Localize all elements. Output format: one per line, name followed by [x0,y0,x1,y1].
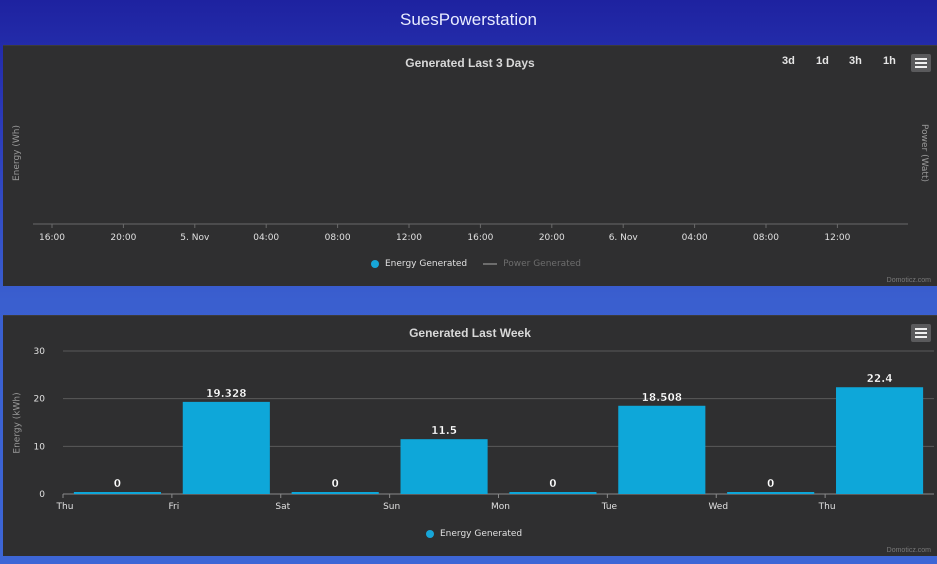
x-tick-label: 08:00 [325,233,351,243]
x-tick-label: Thu [818,502,836,512]
bar [400,439,488,494]
credit-link[interactable]: Domoticz.com [886,547,931,554]
x-tick-label: 5. Nov [180,233,210,243]
chart-panel-last-week: Generated Last Week Energy (kWh) 0 10 20 30… [3,315,937,556]
chart-legend: Energy Generated Power Generated [371,259,581,269]
x-tick-label: 12:00 [824,233,850,243]
chart-panel-3-days: Generated Last 3 Days 3d 1d 3h 1h Energy… [3,45,937,286]
x-tick-label: 16:00 [39,233,65,243]
x-tick-label: Fri [169,502,180,512]
data-label: 22.4 [867,373,893,385]
range-3h-button[interactable]: 3h [849,55,862,67]
y-tick-label: 30 [34,347,46,357]
bar [618,405,706,494]
x-tick-label: 04:00 [253,233,279,243]
y-tick-label: 0 [39,490,45,500]
x-tick-label: Mon [491,502,510,512]
legend-energy-label[interactable]: Energy Generated [440,529,523,539]
data-label: 0 [332,478,339,490]
range-1d-button[interactable]: 1d [816,55,829,67]
x-tick-label: 20:00 [110,233,136,243]
y-tick-label: 20 [34,395,46,405]
bar [291,492,379,494]
x-tick-label: 6. Nov [609,233,639,243]
data-label: 0 [767,478,774,490]
x-tick-label: 20:00 [539,233,565,243]
data-label: 0 [549,478,556,490]
x-tick-label: Sat [275,502,290,512]
hamburger-icon [915,58,927,60]
data-label: 19.328 [206,388,247,400]
chart-menu-button[interactable] [911,324,931,342]
bar [509,492,597,494]
x-tick-label: 16:00 [467,233,493,243]
x-tick-label: Wed [708,502,728,512]
x-tick-label: 12:00 [396,233,422,243]
legend-power-marker [483,263,498,265]
x-tick-label: Tue [601,502,618,512]
data-label: 11.5 [431,425,457,437]
legend-energy-marker [426,530,434,538]
bar [727,492,815,494]
chart-last-week-plot: 0 10 20 30 0 19.328 0 11.5 0 18.508 0 22.4 Thu Fri Sat… [34,347,934,512]
bar [73,492,161,494]
app-title: SuesPowerstation [399,10,538,29]
credit-link[interactable]: Domoticz.com [886,277,931,284]
x-tick-label: Sun [383,502,400,512]
legend-power-label[interactable]: Power Generated [503,259,581,269]
data-label: 0 [114,478,121,490]
legend-energy-marker [371,260,379,268]
x-tick-label: 04:00 [682,233,708,243]
y-tick-label: 10 [34,442,46,452]
x-tick-label: 08:00 [753,233,779,243]
data-label: 18.508 [642,392,683,404]
chart-3-days-plot: 16:00 20:00 5. Nov 04:00 08:00 12:00 16:00 20:0… [33,223,908,243]
chart-menu-button[interactable] [911,54,931,72]
legend-energy-label[interactable]: Energy Generated [385,259,468,269]
chart-title: Generated Last Week [409,326,531,340]
chart-legend: Energy Generated [426,529,522,539]
x-tick-label: Thu [56,502,74,512]
hamburger-icon [915,328,927,330]
range-3d-button[interactable]: 3d [782,55,795,67]
range-1h-button[interactable]: 1h [883,55,896,67]
bar [182,401,270,494]
bar [836,387,924,494]
chart-title: Generated Last 3 Days [405,56,535,70]
